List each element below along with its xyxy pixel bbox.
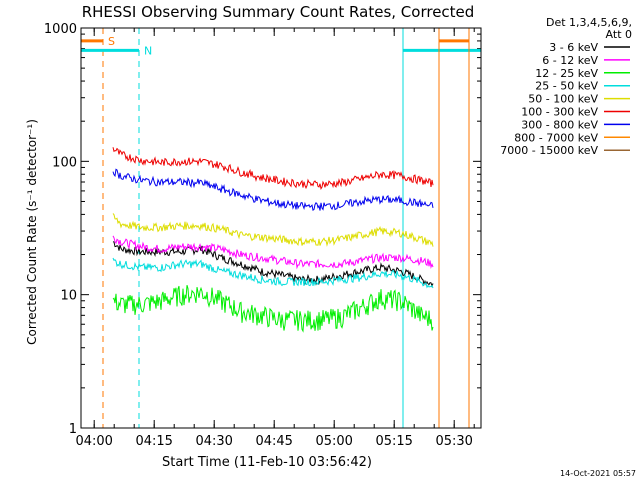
x-tick-label: 05:15 [375, 434, 412, 449]
legend-label: 3 - 6 keV [549, 41, 598, 54]
legend-label: 50 - 100 keV [528, 93, 598, 106]
series-trace-2 [112, 235, 434, 270]
series-trace-6 [112, 147, 434, 191]
event-label: N [144, 44, 152, 57]
legend-label: 6 - 12 keV [542, 54, 598, 67]
legend-label: 12 - 25 keV [535, 67, 598, 80]
chart-title: RHESSI Observing Summary Count Rates, Co… [82, 3, 475, 21]
y-tick-label: 1000 [44, 22, 77, 37]
legend-label: 300 - 800 keV [521, 118, 598, 131]
series-trace-5 [112, 213, 434, 247]
series-trace-7 [112, 168, 434, 212]
legend-header-line: Det 1,3,4,5,6,9, [546, 16, 632, 29]
y-tick-label: 100 [52, 155, 77, 170]
x-tick-label: 05:00 [315, 434, 352, 449]
y-tick-label: 10 [60, 289, 77, 304]
legend-label: 25 - 50 keV [535, 80, 598, 93]
x-tick-label: 04:30 [195, 434, 232, 449]
series-trace-1 [112, 241, 434, 288]
x-axis-label: Start Time (11-Feb-10 03:56:42) [162, 455, 372, 470]
x-tick-label: 04:15 [135, 434, 172, 449]
x-tick-label: 04:45 [255, 434, 292, 449]
y-axis-label: Corrected Count Rate (s⁻¹ detector⁻¹) [25, 119, 39, 345]
legend-label: 100 - 300 keV [521, 106, 598, 119]
legend-label: 800 - 7000 keV [514, 131, 598, 144]
y-tick-label: 1 [69, 422, 77, 437]
x-tick-label: 04:00 [75, 434, 112, 449]
series-trace-3 [112, 284, 434, 333]
event-label: S [108, 35, 115, 48]
x-tick-label: 05:30 [435, 434, 472, 449]
legend-label: 7000 - 15000 keV [500, 144, 598, 157]
series-trace-4 [112, 257, 434, 289]
legend-header-line: Att 0 [606, 28, 632, 41]
footer-date: 14-Oct-2021 05:57 [560, 469, 636, 478]
plot-frame [80, 27, 482, 429]
